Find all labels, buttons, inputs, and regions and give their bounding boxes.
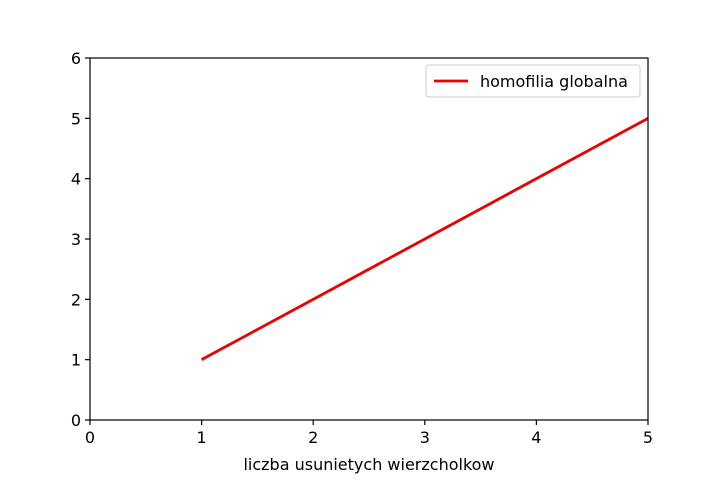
x-tick-label: 4 (531, 428, 541, 447)
x-tick-label: 3 (420, 428, 430, 447)
legend: homofilia globalna (425, 64, 641, 98)
y-tick-label: 4 (71, 170, 81, 189)
y-tick-label: 2 (71, 290, 81, 309)
x-axis-label: liczba usunietych wierzcholkow (243, 455, 494, 474)
y-tick-label: 6 (71, 49, 81, 68)
x-tick-label: 1 (197, 428, 207, 447)
x-tick-label: 2 (308, 428, 318, 447)
series-line-homofilia-globalna (200, 117, 649, 361)
y-tick-label: 0 (71, 411, 81, 430)
x-tick-label: 0 (85, 428, 95, 447)
x-tick-label: 5 (643, 428, 653, 447)
y-tick-label: 5 (71, 109, 81, 128)
series-layer (200, 117, 649, 361)
y-tick-label: 1 (71, 351, 81, 370)
x-axis-ticks: 0 1 2 3 4 5 (85, 420, 653, 447)
y-axis-ticks: 0 1 2 3 4 5 6 (71, 49, 90, 430)
legend-box (425, 64, 641, 98)
plot-background (90, 58, 648, 420)
legend-label: homofilia globalna (480, 72, 628, 91)
y-tick-label: 3 (71, 230, 81, 249)
